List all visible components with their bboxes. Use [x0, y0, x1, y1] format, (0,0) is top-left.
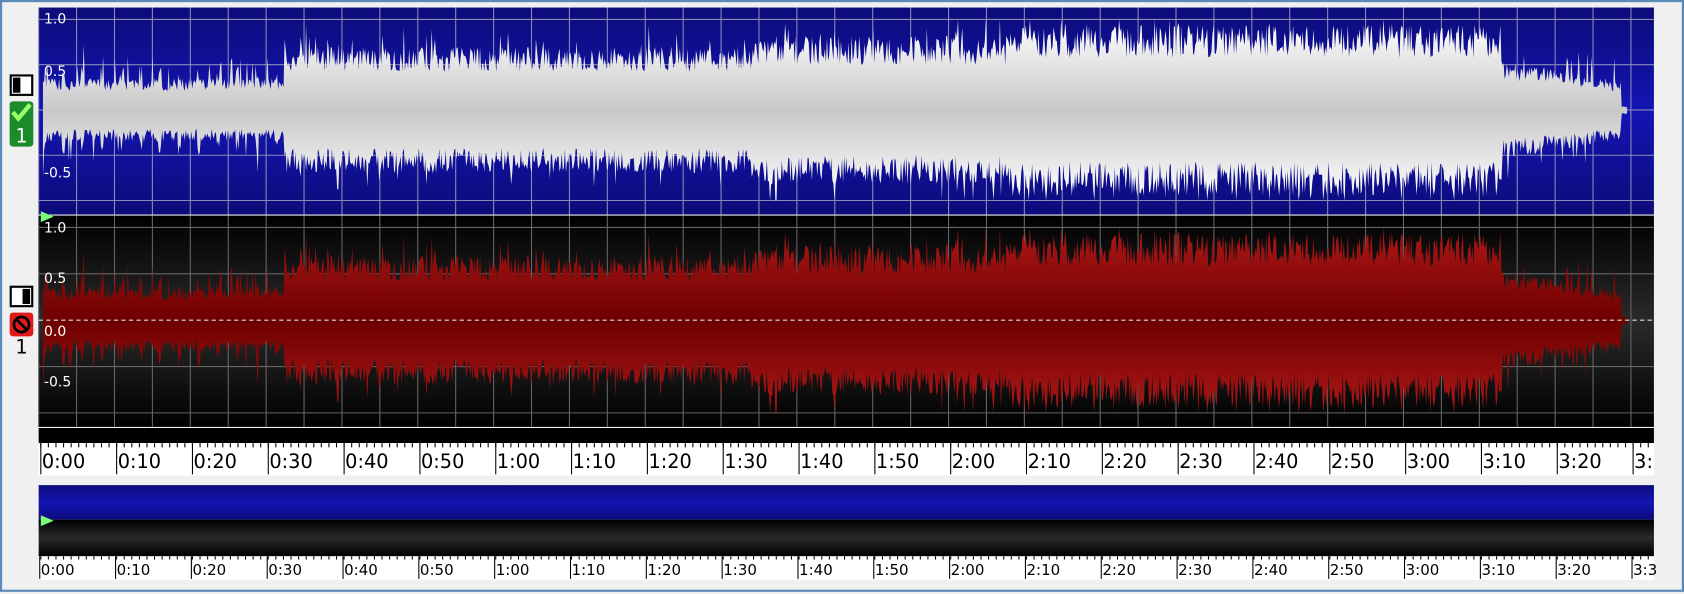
bottom-badge-number: 1: [15, 336, 27, 359]
time-label: 1:00: [497, 450, 540, 473]
time-label: 0:50: [421, 450, 464, 473]
overview-time-label: 2:30: [1178, 561, 1212, 579]
time-label: 2:20: [1103, 450, 1146, 473]
time-label: 2:50: [1331, 450, 1374, 473]
amplitude-label: 1.0: [44, 11, 66, 27]
no-icon-bar: [15, 318, 28, 331]
time-label: 2:30: [1179, 450, 1222, 473]
time-label: 0:20: [194, 450, 237, 473]
time-label: 1:40: [800, 450, 843, 473]
time-label: 3:10: [1483, 450, 1526, 473]
no-icon: [12, 315, 31, 334]
overview-time-label: 0:50: [420, 561, 454, 579]
overview-time-label: 2:20: [1102, 561, 1136, 579]
waveform-top: [42, 19, 1628, 201]
overview-time-label: 1:50: [875, 561, 909, 579]
overview-time-label: 3:10: [1481, 561, 1515, 579]
time-ruler: [38, 443, 1654, 476]
amplitude-label: 0.5: [44, 64, 66, 80]
overview-bottom-bg: [38, 519, 1654, 557]
overview-time-label: 1:40: [799, 561, 833, 579]
check-icon: [11, 103, 32, 122]
overview-top-bg: [38, 485, 1654, 520]
overview-time-label: 2:50: [1330, 561, 1364, 579]
overview-time-label: 2:00: [951, 561, 985, 579]
overview-time-label: 0:40: [344, 561, 378, 579]
time-label: 2:40: [1255, 450, 1298, 473]
time-label: 2:10: [1028, 450, 1071, 473]
overview-play-marker: [40, 515, 54, 527]
time-label: 0:00: [42, 450, 85, 473]
overview-time-label: 1:10: [572, 561, 606, 579]
labels: 1.0 0.5 -0.5 1.0 0.5 0.0 -0.5 0:00 0:10 0:20 0:30 0…: [39, 11, 1657, 579]
ruler-strip: [38, 427, 1654, 444]
time-label: 3:00: [1407, 450, 1450, 473]
time-label: 1:20: [648, 450, 691, 473]
time-label: 0:10: [118, 450, 161, 473]
toggle-fill: [22, 288, 31, 305]
overview-time-label: 3:3: [1633, 561, 1657, 579]
overview-time-label: 3:00: [1406, 561, 1440, 579]
time-label: 1:30: [724, 450, 767, 473]
time-label: 0:30: [269, 450, 312, 473]
toggle-fill: [12, 77, 21, 93]
time-label: 1:10: [573, 450, 616, 473]
overview-time-label: 2:40: [1254, 561, 1288, 579]
overview-time-label: 1:20: [647, 561, 681, 579]
amplitude-label: -0.5: [44, 166, 71, 182]
time-label: 1:50: [876, 450, 919, 473]
time-label: 2:00: [952, 450, 995, 473]
overview-time-label: 1:30: [723, 561, 757, 579]
overview-time-label: 1:00: [496, 561, 530, 579]
overview-time-label: 0:20: [192, 561, 226, 579]
time-label: 3:20: [1558, 450, 1601, 473]
overview-time-label: 0:00: [41, 561, 75, 579]
overview-time-label: 3:20: [1557, 561, 1591, 579]
amplitude-label: -0.5: [44, 375, 71, 391]
time-label: 3:: [1634, 450, 1653, 473]
waveform-bottom: [42, 227, 1628, 413]
overview-ruler: [38, 556, 1654, 580]
play-marker: [40, 211, 54, 223]
amplitude-label: 0.0: [44, 324, 66, 340]
overview-time-label: 0:30: [268, 561, 302, 579]
top-badge-number: 1: [15, 124, 27, 147]
overview-time-label: 0:10: [117, 561, 151, 579]
amplitude-label: 0.5: [44, 271, 66, 287]
time-label: 0:40: [345, 450, 388, 473]
amplitude-label: 1.0: [44, 221, 66, 237]
overview-time-label: 2:10: [1027, 561, 1061, 579]
